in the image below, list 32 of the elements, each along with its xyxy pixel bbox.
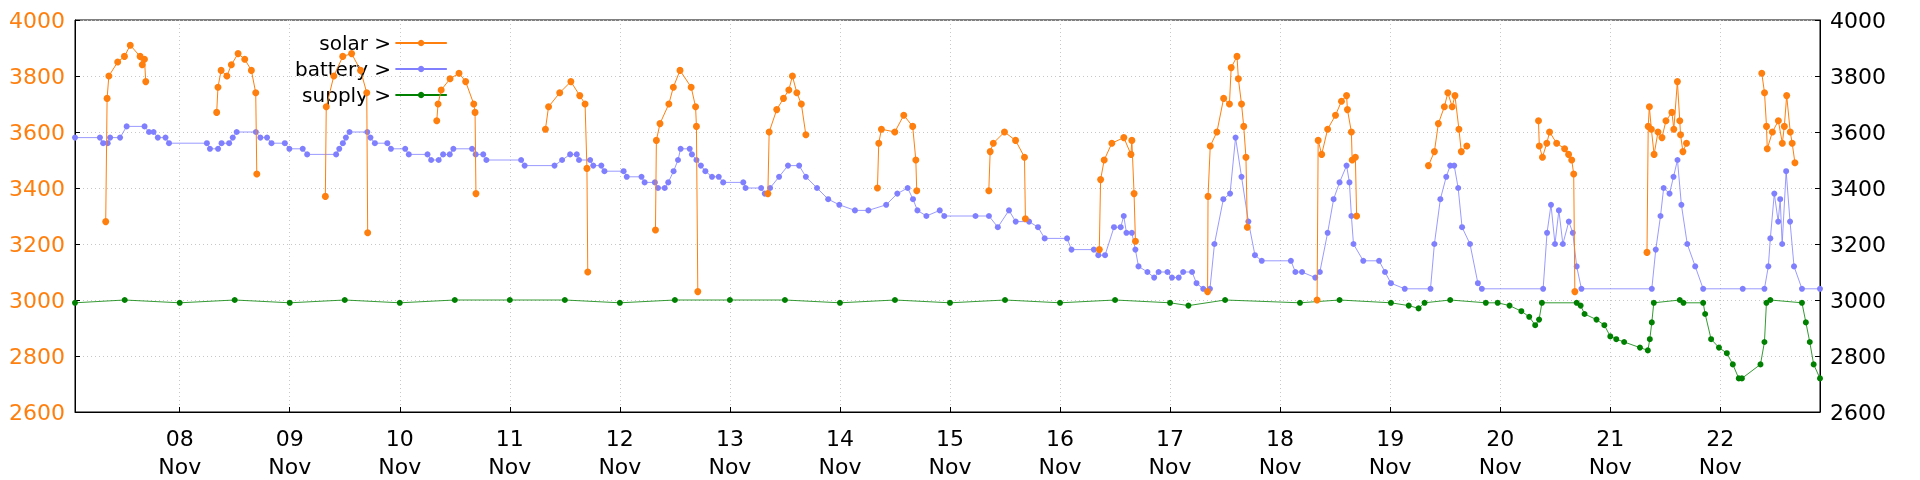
x-tick-label: 22 Nov <box>1698 425 1742 479</box>
x-tick-label: 15 Nov <box>928 425 972 479</box>
y-tick-label: 3800 <box>9 63 65 89</box>
y2-tick-label: 3200 <box>1830 231 1886 257</box>
x-tick-label: 20 Nov <box>1478 425 1522 479</box>
y-tick-label: 4000 <box>9 7 65 33</box>
x-tick-label: 09 Nov <box>268 425 312 479</box>
y-tick-label: 3600 <box>9 119 65 145</box>
y2-tick-label: 3400 <box>1830 175 1886 201</box>
x-tick-label: 10 Nov <box>378 425 422 479</box>
y2-tick-label: 3800 <box>1830 63 1886 89</box>
y-tick-label: 3000 <box>9 287 65 313</box>
x-tick-label: 17 Nov <box>1148 425 1192 479</box>
y-tick-label: 2800 <box>9 343 65 369</box>
y2-tick-label: 3000 <box>1830 287 1886 313</box>
x-tick-label: 14 Nov <box>818 425 862 479</box>
y2-tick-label: 2800 <box>1830 343 1886 369</box>
x-tick-label: 12 Nov <box>598 425 642 479</box>
x-tick-label: 16 Nov <box>1038 425 1082 479</box>
y-tick-label: 3400 <box>9 175 65 201</box>
x-tick-label: 11 Nov <box>488 425 532 479</box>
x-tick-label: 13 Nov <box>708 425 752 479</box>
y-tick-label: 3200 <box>9 231 65 257</box>
x-tick-label: 19 Nov <box>1368 425 1412 479</box>
legend-label: solar > <box>319 31 392 55</box>
x-tick-label: 08 Nov <box>158 425 202 479</box>
x-tick-label: 18 Nov <box>1258 425 1302 479</box>
y2-tick-label: 4000 <box>1830 7 1886 33</box>
y2-tick-label: 2600 <box>1830 399 1886 425</box>
x-tick-label: 21 Nov <box>1588 425 1632 479</box>
y2-tick-label: 3600 <box>1830 119 1886 145</box>
y-tick-label: 2600 <box>9 399 65 425</box>
